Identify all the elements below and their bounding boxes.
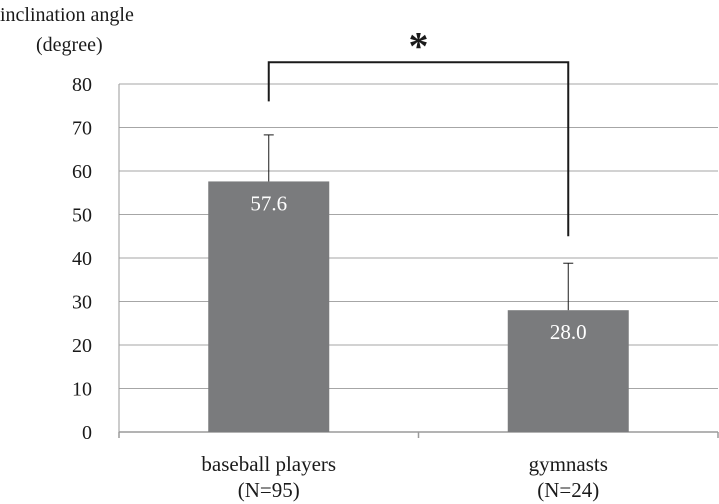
y-axis-label-line2: (degree) xyxy=(36,34,103,56)
significance-bracket: * xyxy=(267,23,570,237)
category-label-1-line2: (N=24) xyxy=(537,478,599,502)
category-labels: baseball players(N=95) gymnasts(N=24) xyxy=(201,452,608,502)
data-label-0: 57.6 xyxy=(250,191,287,215)
y-axis-ticks: 0 10 20 30 40 50 60 70 80 xyxy=(72,74,92,444)
y-tick-label-50: 50 xyxy=(72,205,92,227)
y-tick-label-60: 60 xyxy=(72,161,92,183)
y-tick-label-30: 30 xyxy=(72,292,92,314)
data-label-1: 28.0 xyxy=(550,320,587,344)
category-label-1-line1: gymnasts xyxy=(529,452,608,476)
bar-1 xyxy=(507,310,629,432)
y-tick-label-70: 70 xyxy=(72,118,92,140)
significance-line xyxy=(267,61,570,237)
bars: 57.6 28.0 xyxy=(208,134,629,432)
category-label-0-line2: (N=95) xyxy=(238,478,300,502)
bar-0 xyxy=(208,181,330,432)
y-tick-label-10: 10 xyxy=(72,379,92,401)
significance-asterisk: * xyxy=(409,23,429,68)
y-tick-label-20: 20 xyxy=(72,335,92,357)
y-axis-label-line1: inclination angle xyxy=(0,4,134,26)
y-tick-label-0: 0 xyxy=(82,422,92,444)
y-tick-label-80: 80 xyxy=(72,74,92,96)
y-tick-label-40: 40 xyxy=(72,248,92,270)
category-label-0-line1: baseball players xyxy=(201,452,336,476)
